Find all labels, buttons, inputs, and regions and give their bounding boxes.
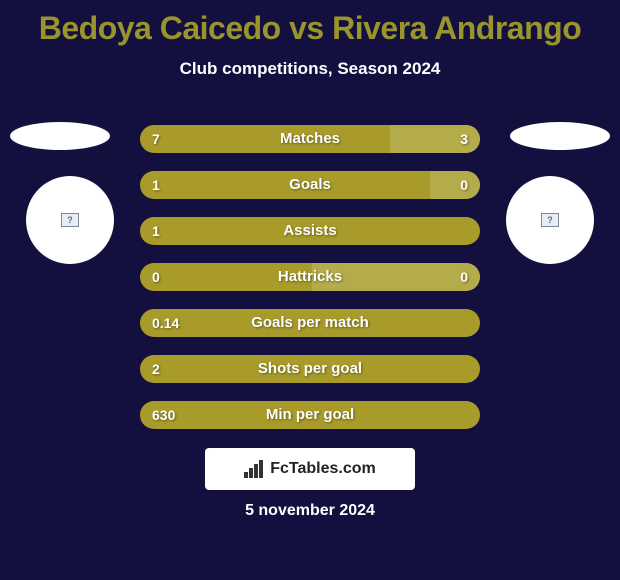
stat-bar-right [312, 263, 480, 291]
page-title: Bedoya Caicedo vs Rivera Andrango [0, 0, 620, 47]
stat-row: 630Min per goal [140, 401, 480, 429]
player-right-ellipse [510, 122, 610, 150]
logo-box: FcTables.com [205, 448, 415, 490]
placeholder-icon: ? [547, 215, 553, 225]
stat-row: 10Goals [140, 171, 480, 199]
player-right-avatar: ? [506, 176, 594, 264]
logo: FcTables.com [244, 460, 376, 478]
player-left-avatar: ? [26, 176, 114, 264]
placeholder-icon: ? [67, 215, 73, 225]
stats-bars: 73Matches 10Goals 1Assists 00Hattricks 0.14G… [140, 125, 480, 447]
stat-bar-left [140, 355, 480, 383]
logo-text: FcTables.com [270, 460, 376, 478]
stat-row: 00Hattricks [140, 263, 480, 291]
stat-row: 0.14Goals per match [140, 309, 480, 337]
subtitle: Club competitions, Season 2024 [0, 59, 620, 79]
stat-bar-left [140, 309, 480, 337]
stat-bar-left [140, 401, 480, 429]
date: 5 november 2024 [0, 502, 620, 520]
stat-bar-left [140, 171, 480, 199]
player-left-ellipse [10, 122, 110, 150]
stat-bar-right [390, 125, 480, 153]
chart-icon [244, 460, 266, 478]
stat-row: 2Shots per goal [140, 355, 480, 383]
stat-bar-right [430, 171, 480, 199]
stat-bar-left [140, 217, 480, 245]
stat-row: 1Assists [140, 217, 480, 245]
stat-row: 73Matches [140, 125, 480, 153]
